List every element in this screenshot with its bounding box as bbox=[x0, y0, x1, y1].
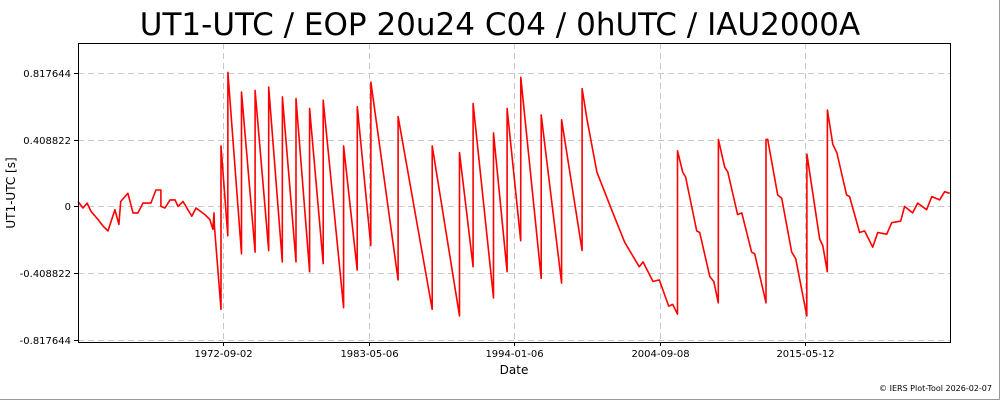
x-tick-label: 1994-01-06 bbox=[485, 349, 543, 360]
x-tick-label: 1972-09-02 bbox=[194, 349, 252, 360]
x-axis-ticks: 1972-09-02 1983-05-06 1994-01-06 2004-09-08… bbox=[194, 342, 835, 360]
chart-title: UT1-UTC / EOP 20u24 C04 / 0hUTC / IAU200… bbox=[140, 7, 860, 43]
grid bbox=[78, 43, 950, 342]
x-tick-label: 2004-09-08 bbox=[631, 349, 689, 360]
ut1-utc-series-line bbox=[77, 71, 950, 317]
y-tick-label: -0.408822 bbox=[20, 269, 71, 280]
y-tick-label: -0.817644 bbox=[20, 336, 71, 347]
y-axis-ticks: 0.817644 0.408822 0 -0.408822 -0.817644 bbox=[20, 69, 78, 347]
y-axis-label: UT1-UTC [s] bbox=[4, 157, 18, 228]
credit-text: © IERS Plot-Tool 2026-02-07 bbox=[879, 384, 992, 393]
y-tick-label: 0.817644 bbox=[23, 69, 71, 80]
series-group bbox=[77, 71, 950, 317]
x-tick-label: 1983-05-06 bbox=[340, 349, 398, 360]
x-tick-label: 2015-05-12 bbox=[776, 349, 834, 360]
y-tick-label: 0.408822 bbox=[23, 136, 71, 147]
x-axis-label: Date bbox=[500, 363, 529, 377]
y-tick-label: 0 bbox=[65, 202, 71, 213]
